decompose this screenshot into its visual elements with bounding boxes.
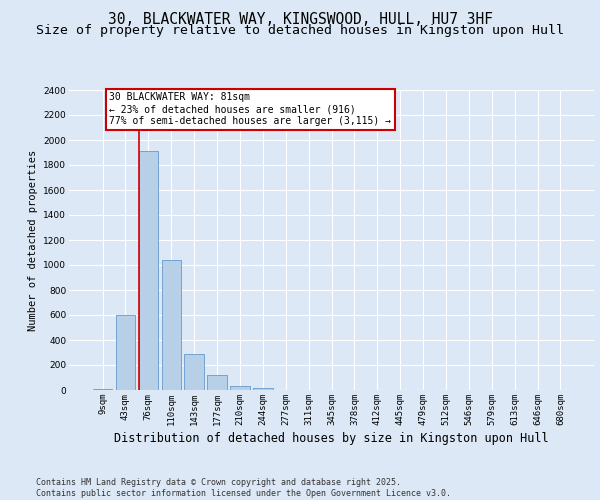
Text: Contains HM Land Registry data © Crown copyright and database right 2025.
Contai: Contains HM Land Registry data © Crown c… (36, 478, 451, 498)
Y-axis label: Number of detached properties: Number of detached properties (28, 150, 38, 330)
Bar (161, 260, 181, 390)
Bar (208, 375, 227, 390)
Text: 30, BLACKWATER WAY, KINGSWOOD, HULL, HU7 3HF: 30, BLACKWATER WAY, KINGSWOOD, HULL, HU7… (107, 12, 493, 28)
Bar (116, 315, 135, 390)
Bar (253, 388, 272, 390)
X-axis label: Distribution of detached houses by size in Kingston upon Hull: Distribution of detached houses by size … (114, 432, 549, 445)
Bar (184, 354, 204, 390)
Text: 30 BLACKWATER WAY: 81sqm
← 23% of detached houses are smaller (916)
77% of semi-: 30 BLACKWATER WAY: 81sqm ← 23% of detach… (109, 92, 391, 126)
Bar (139, 151, 158, 390)
Bar (230, 386, 250, 390)
Text: Size of property relative to detached houses in Kingston upon Hull: Size of property relative to detached ho… (36, 24, 564, 37)
Bar (93, 389, 112, 390)
